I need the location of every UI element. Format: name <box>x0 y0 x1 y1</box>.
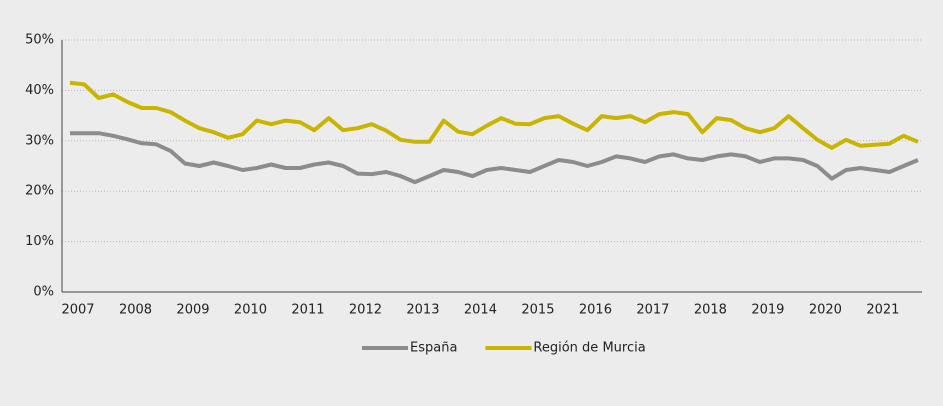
x-tick-label: 2017 <box>636 303 669 318</box>
x-tick-label: 2021 <box>866 303 899 318</box>
x-tick-label: 2019 <box>751 303 784 318</box>
x-tick-label: 2020 <box>809 303 842 318</box>
y-tick-label: 40% <box>25 83 54 98</box>
x-tick-label: 2012 <box>349 303 382 318</box>
y-tick-label: 50% <box>25 33 54 48</box>
x-tick-label: 2009 <box>176 303 209 318</box>
legend-label: Región de Murcia <box>533 341 645 356</box>
y-tick-label: 20% <box>25 184 54 199</box>
x-tick-label: 2016 <box>579 303 612 318</box>
x-tick-label: 2011 <box>291 303 324 318</box>
x-tick-label: 2010 <box>234 303 267 318</box>
x-tick-label: 2018 <box>694 303 727 318</box>
x-tick-label: 2014 <box>464 303 497 318</box>
x-tick-label: 2007 <box>61 303 94 318</box>
y-tick-label: 0% <box>33 285 54 300</box>
x-tick-label: 2015 <box>521 303 554 318</box>
line-series <box>69 80 919 150</box>
y-tick-label: 10% <box>25 234 54 249</box>
x-tick-label: 2013 <box>406 303 439 318</box>
y-tick-label: 30% <box>25 133 54 148</box>
line-series <box>70 131 919 185</box>
x-tick-label: 2008 <box>119 303 152 318</box>
legend-label: España <box>410 341 457 356</box>
